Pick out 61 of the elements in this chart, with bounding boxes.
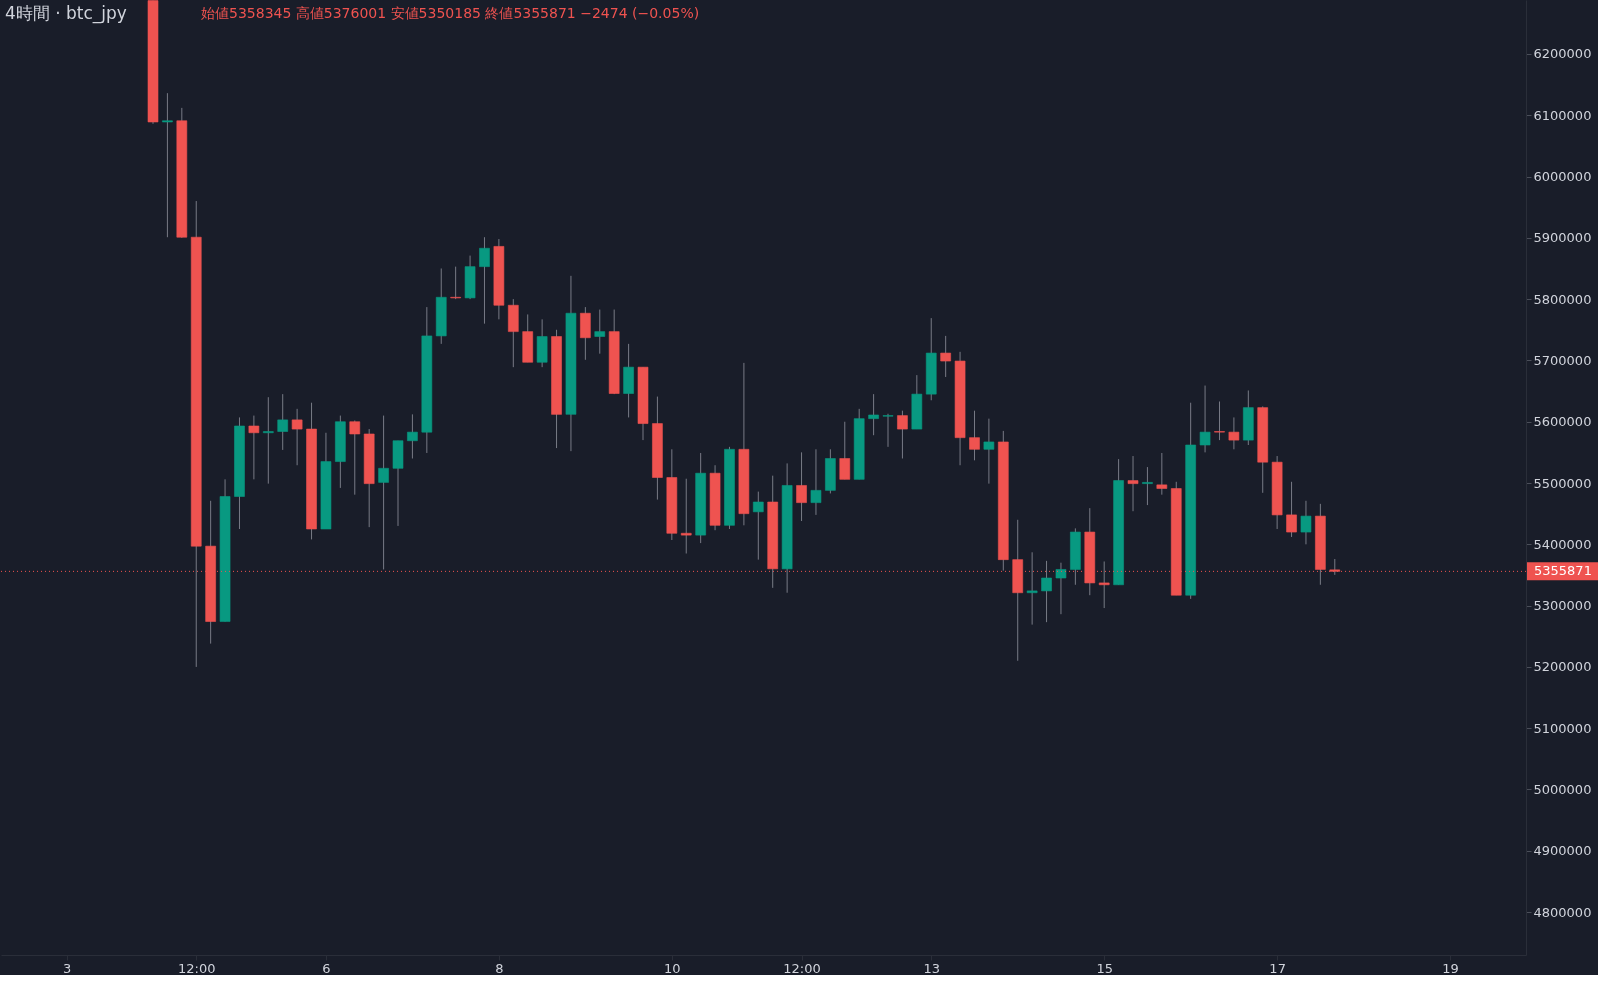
candlestick (277, 393, 289, 451)
y-tick-label: 5700000 (1533, 352, 1592, 368)
x-tick-label: 12:00 (783, 960, 821, 976)
y-tick-label: 5300000 (1533, 598, 1592, 614)
candlestick (983, 418, 995, 485)
candlestick (810, 448, 822, 516)
x-tick-label: 3 (62, 960, 72, 976)
candlestick (1214, 400, 1225, 441)
candlestick (349, 419, 361, 496)
x-tick-label: 15 (1096, 960, 1113, 976)
candlestick (162, 92, 173, 238)
y-tick-label: 5100000 (1533, 720, 1592, 736)
candlestick (1300, 500, 1312, 545)
x-tick-label: 12:00 (178, 960, 216, 976)
y-tick-label: 6000000 (1533, 169, 1592, 185)
x-tick-label: 19 (1442, 960, 1459, 976)
candlestick (594, 309, 606, 355)
candlestick (1041, 560, 1052, 623)
candlestick (407, 413, 418, 459)
candlestick (1055, 562, 1067, 615)
y-tick-label: 6200000 (1533, 46, 1592, 62)
candlestick (291, 408, 303, 466)
y-tick-label: 5800000 (1533, 291, 1592, 307)
candlestick (1228, 416, 1240, 450)
candlestick (882, 413, 894, 448)
candlestick (839, 421, 851, 480)
candlestick (680, 478, 692, 555)
candlestick (450, 266, 461, 300)
y-tick-label: 5200000 (1533, 659, 1592, 675)
y-tick-label: 4800000 (1533, 904, 1592, 920)
y-tick-label: 5400000 (1533, 536, 1592, 552)
y-tick-label: 6100000 (1533, 107, 1592, 123)
y-tick-label: 5000000 (1533, 782, 1592, 797)
candlestick (897, 410, 908, 459)
ref-line-label: 5355871 (1534, 563, 1592, 579)
y-tick-label: 5600000 (1533, 414, 1592, 430)
candlestick (969, 410, 980, 461)
y-tick-label: 4900000 (1533, 843, 1592, 859)
candlestick (753, 491, 764, 561)
x-tick-label: 6 (322, 960, 331, 976)
candlestick (378, 415, 389, 570)
chart-title: 4時間 · btc_jpy (5, 3, 127, 24)
x-tick-label: 10 (664, 960, 681, 976)
candlestick (1026, 551, 1038, 626)
candlestick (940, 335, 951, 378)
chart-subtitle: 始値5358345 高値5376001 安値5350185 終値5355871 −2474 (−0.05%) (201, 5, 700, 21)
candlestick (868, 393, 879, 436)
x-tick-label: 8 (495, 960, 504, 976)
y-tick-label: 5900000 (1533, 230, 1592, 246)
y-tick-label: 5500000 (1533, 475, 1592, 491)
x-tick-label: 13 (923, 960, 941, 976)
candlestick (1286, 481, 1297, 538)
candlestick (1156, 452, 1168, 496)
candlestick (248, 415, 260, 480)
x-tick-label: 17 (1269, 960, 1286, 976)
candlestick (1142, 466, 1153, 506)
candlestick (479, 236, 490, 325)
candlestick (1127, 455, 1139, 512)
candlestick (263, 396, 274, 485)
candlestick (796, 451, 807, 522)
candlestick (1199, 385, 1211, 453)
